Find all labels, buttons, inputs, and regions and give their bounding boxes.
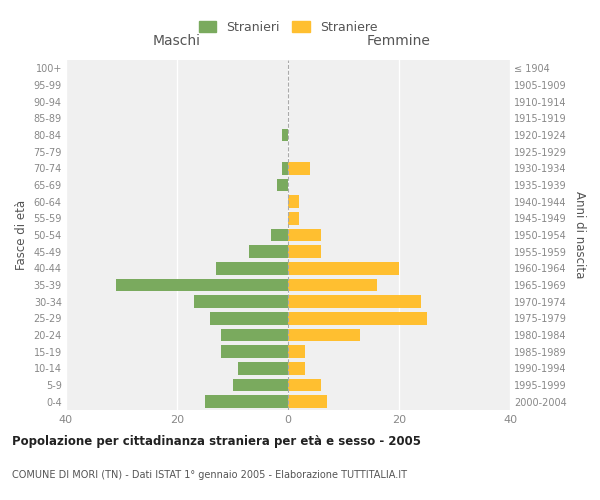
Bar <box>288 362 305 374</box>
Y-axis label: Fasce di età: Fasce di età <box>15 200 28 270</box>
Text: Maschi: Maschi <box>153 34 201 48</box>
Bar <box>288 396 327 408</box>
Bar <box>210 312 288 324</box>
Bar <box>288 196 299 208</box>
Bar <box>288 346 305 358</box>
Bar <box>288 246 322 258</box>
Bar <box>238 362 288 374</box>
Bar <box>288 229 322 241</box>
Text: COMUNE DI MORI (TN) - Dati ISTAT 1° gennaio 2005 - Elaborazione TUTTITALIA.IT: COMUNE DI MORI (TN) - Dati ISTAT 1° genn… <box>12 470 407 480</box>
Bar <box>271 229 288 241</box>
Bar <box>288 262 399 274</box>
Bar <box>288 212 299 224</box>
Bar <box>283 162 288 174</box>
Bar <box>288 379 322 391</box>
Bar <box>116 279 288 291</box>
Text: Popolazione per cittadinanza straniera per età e sesso - 2005: Popolazione per cittadinanza straniera p… <box>12 435 421 448</box>
Bar <box>205 396 288 408</box>
Bar <box>288 279 377 291</box>
Bar <box>277 179 288 192</box>
Bar <box>283 129 288 141</box>
Bar <box>194 296 288 308</box>
Bar <box>288 329 360 341</box>
Y-axis label: Anni di nascita: Anni di nascita <box>572 192 586 278</box>
Text: Femmine: Femmine <box>367 34 431 48</box>
Bar <box>221 329 288 341</box>
Bar <box>288 296 421 308</box>
Bar <box>288 312 427 324</box>
Bar <box>233 379 288 391</box>
Bar <box>221 346 288 358</box>
Legend: Stranieri, Straniere: Stranieri, Straniere <box>195 18 381 38</box>
Bar <box>216 262 288 274</box>
Bar <box>288 162 310 174</box>
Bar <box>249 246 288 258</box>
